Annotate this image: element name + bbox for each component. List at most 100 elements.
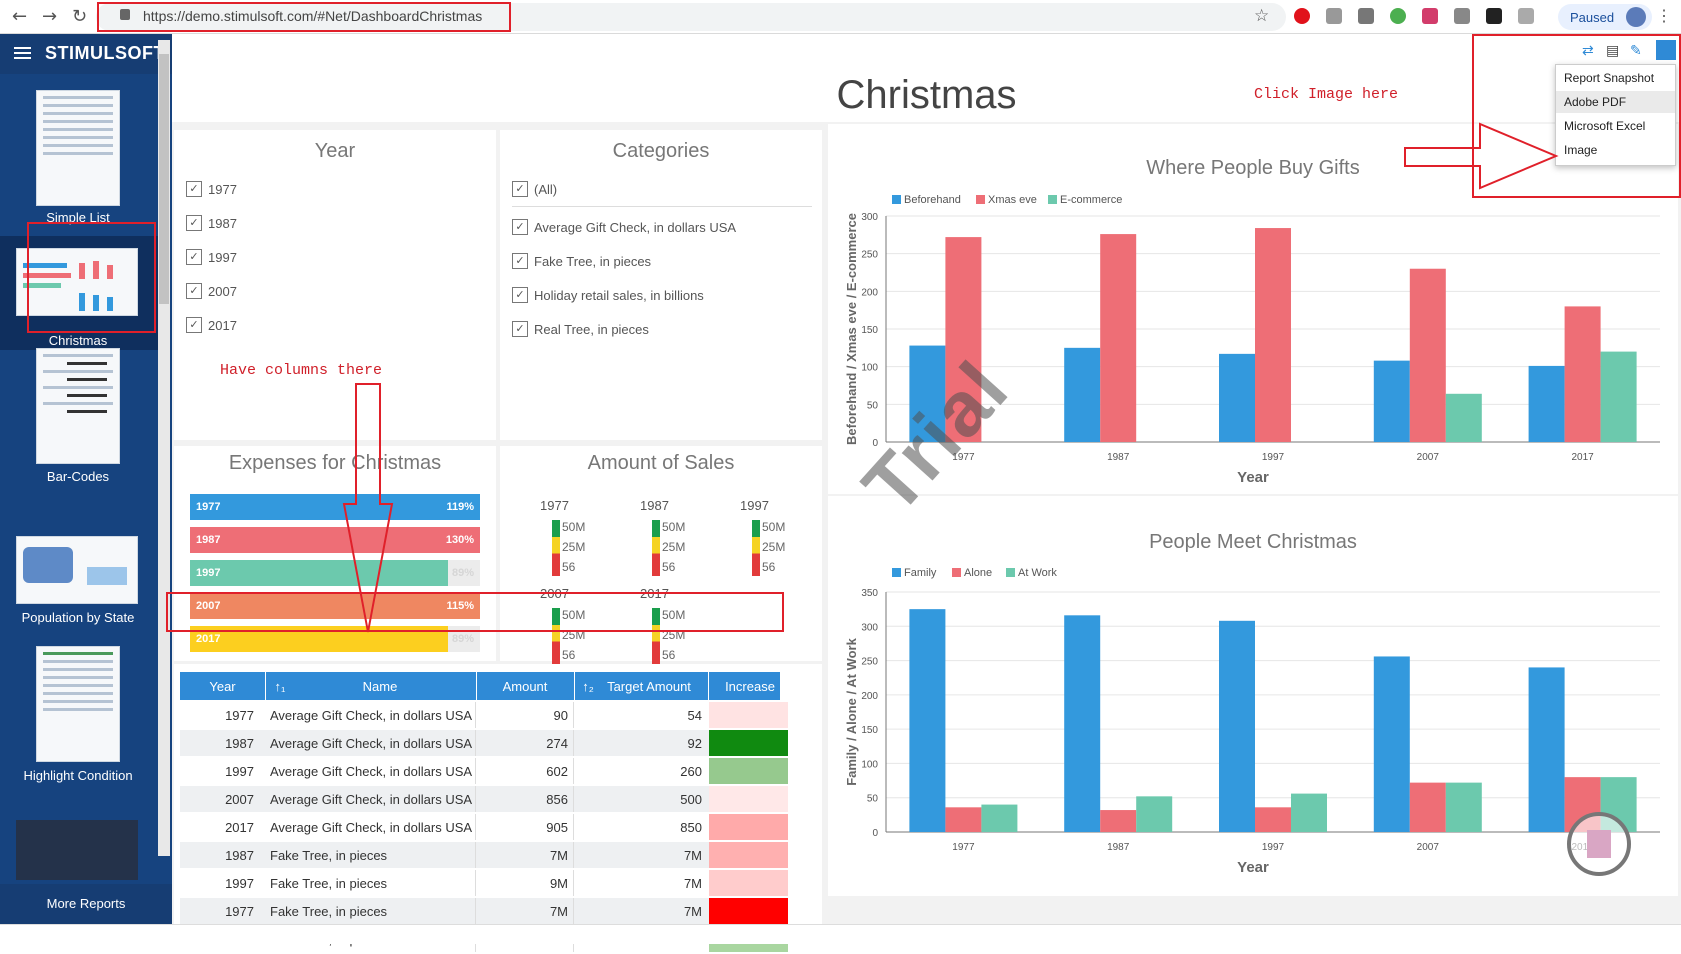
cell-increase [709, 758, 788, 784]
expense-bar[interactable]: 1977 119% [190, 494, 480, 520]
category-checkbox-all[interactable]: (All) [512, 181, 557, 197]
cell-divider [475, 814, 476, 840]
sidebar-item-label: Simple List [46, 210, 110, 225]
menu-item-adobe-pdf[interactable]: Adobe PDF [1564, 95, 1627, 109]
table-row[interactable]: 1977 Fake Tree, in pieces 7M 7M [180, 898, 788, 924]
cell-amount: 90 [553, 708, 568, 723]
back-icon[interactable]: ← [12, 6, 28, 27]
sort-icon[interactable]: ↑₁ [274, 679, 286, 694]
column-header-target-amount[interactable]: Target Amount [607, 679, 691, 694]
category-checkbox[interactable]: Average Gift Check, in dollars USA [512, 219, 736, 235]
bar-at-work [981, 804, 1018, 832]
table-row[interactable]: 1987 Fake Tree, in pieces 7M 7M [180, 842, 788, 868]
more-reports-button[interactable]: More Reports [0, 884, 172, 924]
stimulsoft-badge-icon[interactable] [1567, 812, 1631, 876]
table-row[interactable]: 1987 Average Gift Check, in dollars USA 27… [180, 730, 788, 756]
puzzle-icon[interactable] [1422, 8, 1438, 24]
expenses-panel: Expenses for Christmas 1977 119% 1987 130% 1… [174, 446, 496, 661]
category-checkbox[interactable]: Fake Tree, in pieces [512, 253, 651, 269]
category-checkbox[interactable]: Real Tree, in pieces [512, 321, 649, 337]
export-button[interactable] [1656, 40, 1676, 60]
table-row[interactable]: 1977 Average Gift Check, in dollars USA 90… [180, 702, 788, 728]
sidebar-item-label: Population by State [21, 610, 135, 625]
column-header-year[interactable]: Year [209, 679, 236, 694]
hamburger-icon[interactable] [14, 47, 31, 49]
open-folder-icon[interactable]: ▤ [1606, 42, 1620, 58]
year-checkbox[interactable]: 1977 [186, 181, 237, 197]
cell-increase [709, 814, 788, 840]
cell-name: Average Gift Check, in dollars USA [270, 708, 473, 723]
cell-increase [709, 842, 788, 868]
menu-item-report-snapshot[interactable]: Report Snapshot [1564, 71, 1655, 85]
link-icon[interactable] [1454, 8, 1470, 24]
column-header-increase[interactable]: Increase [725, 679, 775, 694]
menu-item-microsoft-excel[interactable]: Microsoft Excel [1564, 119, 1646, 133]
cell-divider [475, 702, 476, 728]
chrome-extension-icon[interactable] [1390, 8, 1406, 24]
opera-icon[interactable] [1294, 8, 1310, 24]
table-row[interactable]: 2017 Average Gift Check, in dollars USA 90… [180, 814, 788, 840]
expense-bar[interactable]: 1997 89% [190, 560, 480, 586]
table-row[interactable]: 1997 Fake Tree, in pieces 9M 7M [180, 870, 788, 896]
sales-gauge: 50M 25M 56 [638, 520, 685, 576]
address-bar[interactable] [96, 3, 1286, 31]
y-tick-label: 0 [872, 828, 878, 839]
reload-icon[interactable]: ↻ [72, 6, 88, 27]
category-checkbox[interactable]: Holiday retail sales, in billions [512, 287, 704, 303]
gauge-tick: 25M [762, 540, 786, 554]
cell-name: Average Gift Check, in dollars USA [270, 736, 473, 751]
profile-paused[interactable]: Paused [1558, 4, 1652, 30]
year-checkbox[interactable]: 2007 [186, 283, 237, 299]
expense-bar[interactable]: 2007 115% [190, 593, 480, 619]
table-row[interactable]: 1997 Average Gift Check, in dollars USA 60… [180, 758, 788, 784]
camera-icon[interactable] [1358, 8, 1374, 24]
y-tick-label: 50 [867, 400, 879, 411]
year-checkbox[interactable]: 1987 [186, 215, 237, 231]
report-thumbnail [16, 820, 138, 880]
x-tick-label: 1977 [952, 452, 975, 463]
legend-label: Family [904, 567, 937, 579]
extension-icon[interactable] [1326, 8, 1342, 24]
y-tick-label: 0 [872, 438, 878, 449]
column-header-name[interactable]: Name [362, 679, 398, 694]
cell-divider [573, 870, 574, 896]
cell-increase [709, 730, 788, 756]
menu-item-image[interactable]: Image [1564, 143, 1598, 157]
chart-people-meet-christmas: People Meet Christmas Family Alone At Work 0… [844, 531, 1660, 876]
report-thumbnail [16, 248, 138, 316]
dashboard-area: Christmas Click Image here ⇄ ▤ ✎ Year 19… [166, 34, 1681, 954]
report-thumbnail [36, 348, 120, 464]
cell-amount: 9M [549, 876, 568, 891]
expense-bar[interactable]: 1987 130% [190, 527, 480, 553]
table-row[interactable]: 2007 Average Gift Check, in dollars USA 85… [180, 786, 788, 812]
edit-icon[interactable]: ✎ [1630, 42, 1642, 58]
k-extension-icon[interactable] [1486, 8, 1502, 24]
legend-label: Beforehand [904, 194, 961, 206]
vpn-icon[interactable] [1518, 8, 1534, 24]
sort-icon[interactable]: ↑₂ [582, 679, 594, 694]
y-tick-label: 250 [861, 250, 878, 261]
sidebar: STIMULSOFT Simple List Christmas Bar-Cod… [0, 34, 172, 924]
divider [512, 206, 812, 207]
bar-at-work [1291, 793, 1327, 832]
year-checkbox[interactable]: 1997 [186, 249, 237, 265]
expense-bar-year: 2017 [196, 633, 221, 645]
star-icon[interactable]: ☆ [1254, 6, 1270, 26]
cell-amount: 274 [546, 736, 568, 751]
bar-xmas-eve [1255, 228, 1291, 442]
year-checkbox[interactable]: 2017 [186, 317, 237, 333]
refresh-icon[interactable]: ⇄ [1582, 42, 1594, 58]
expense-bar-year: 2007 [196, 600, 221, 612]
url-text[interactable]: https://demo.stimulsoft.com/#Net/Dashboa… [143, 8, 483, 24]
bar-xmas-eve [945, 237, 982, 442]
cell-divider [475, 758, 476, 784]
forward-icon[interactable]: → [42, 6, 58, 27]
x-tick-label: 1987 [1107, 842, 1130, 853]
column-header-amount[interactable]: Amount [502, 679, 548, 694]
x-tick-label: 1997 [1262, 452, 1285, 463]
legend-swatch [952, 568, 961, 577]
expense-bar-year: 1987 [196, 534, 221, 546]
scrollbar-thumb[interactable] [159, 54, 169, 304]
more-icon[interactable]: ⋮ [1656, 8, 1672, 25]
sidebar-header: STIMULSOFT [0, 34, 172, 74]
